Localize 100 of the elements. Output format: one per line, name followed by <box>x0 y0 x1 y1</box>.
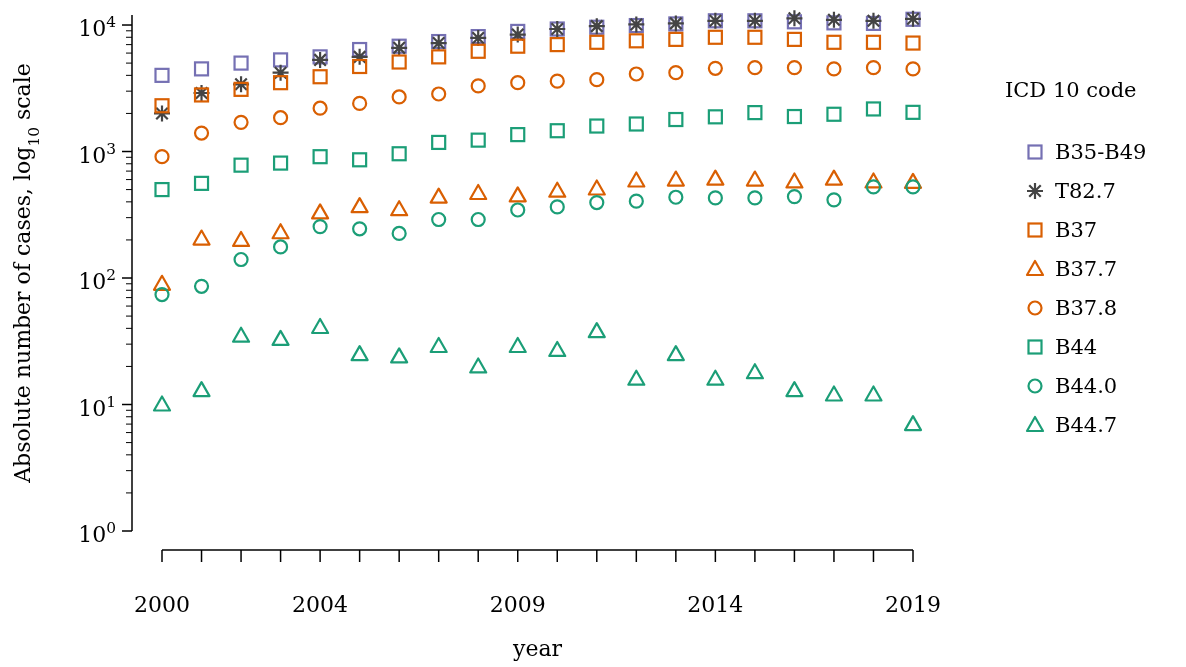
point <box>707 29 723 45</box>
point <box>865 101 882 117</box>
point <box>350 47 369 66</box>
point <box>668 65 684 81</box>
point <box>905 104 921 120</box>
point <box>826 61 842 77</box>
legend-label: B37.8 <box>1055 296 1118 321</box>
legend-label: B44.0 <box>1055 374 1118 399</box>
point <box>549 199 565 215</box>
point <box>152 395 172 412</box>
point <box>707 60 723 76</box>
point <box>352 95 368 112</box>
y-tick-label: 10$^{3}$ <box>78 139 116 168</box>
point <box>193 175 210 191</box>
x-tick-label: 2009 <box>489 592 546 617</box>
point <box>271 63 290 82</box>
y-tick-label: 10$^{0}$ <box>78 519 116 547</box>
x-tick-label: 2019 <box>885 592 941 617</box>
point <box>154 149 170 165</box>
point <box>826 34 842 50</box>
point <box>233 157 249 173</box>
point <box>272 239 289 255</box>
point <box>391 54 407 70</box>
point <box>903 172 923 190</box>
point <box>707 190 723 206</box>
point <box>154 286 170 303</box>
point <box>668 31 684 47</box>
point <box>193 87 210 103</box>
point <box>510 202 526 218</box>
point <box>272 155 289 171</box>
point <box>469 183 488 201</box>
point <box>627 369 646 386</box>
x-tick-label: 2004 <box>292 592 349 617</box>
point <box>272 75 289 91</box>
point <box>152 104 172 123</box>
point <box>549 123 565 139</box>
point <box>311 50 330 69</box>
point <box>311 203 330 220</box>
point <box>272 110 289 126</box>
legend-label: B44 <box>1055 335 1098 360</box>
point <box>508 336 527 354</box>
point <box>905 179 921 195</box>
point <box>193 125 210 141</box>
point <box>192 229 211 246</box>
point <box>390 347 409 364</box>
point <box>826 15 842 31</box>
point <box>786 189 803 205</box>
point <box>747 105 763 121</box>
point <box>707 109 723 125</box>
point <box>391 89 407 105</box>
point <box>747 29 763 45</box>
point <box>587 179 606 196</box>
point <box>352 58 368 75</box>
point <box>470 43 486 59</box>
point <box>272 52 289 68</box>
point <box>350 345 369 362</box>
y-tick-label: 10$^{4}$ <box>78 13 117 42</box>
point <box>312 100 328 116</box>
point <box>470 78 486 94</box>
point <box>391 146 407 162</box>
point <box>152 274 172 291</box>
point <box>747 190 763 206</box>
point <box>154 181 170 198</box>
y-tick-label: 10$^{1}$ <box>78 392 116 421</box>
point <box>668 189 684 205</box>
point <box>745 363 764 380</box>
point <box>510 127 526 143</box>
point <box>628 116 644 132</box>
point <box>312 49 328 65</box>
point <box>549 73 565 89</box>
point <box>391 225 407 242</box>
point <box>390 200 409 217</box>
point <box>312 69 328 85</box>
point <box>865 34 882 50</box>
point <box>666 170 685 187</box>
point <box>824 10 844 29</box>
x-tick-label: 2000 <box>134 592 190 617</box>
point <box>865 60 882 76</box>
point <box>352 41 368 58</box>
point <box>271 329 290 347</box>
point <box>628 33 644 49</box>
point <box>548 181 567 198</box>
point <box>826 192 842 208</box>
point <box>470 132 486 148</box>
point <box>786 31 803 47</box>
point <box>510 38 526 54</box>
point <box>587 322 606 339</box>
point <box>706 369 725 386</box>
point <box>231 326 251 343</box>
point <box>154 67 170 83</box>
x-tick-label: 2014 <box>687 592 744 617</box>
point <box>785 9 804 28</box>
point <box>510 23 526 40</box>
point <box>429 336 448 354</box>
point <box>903 415 923 432</box>
point <box>905 35 921 51</box>
point <box>747 60 763 76</box>
point <box>312 149 328 165</box>
point <box>431 86 447 102</box>
point <box>193 278 210 294</box>
